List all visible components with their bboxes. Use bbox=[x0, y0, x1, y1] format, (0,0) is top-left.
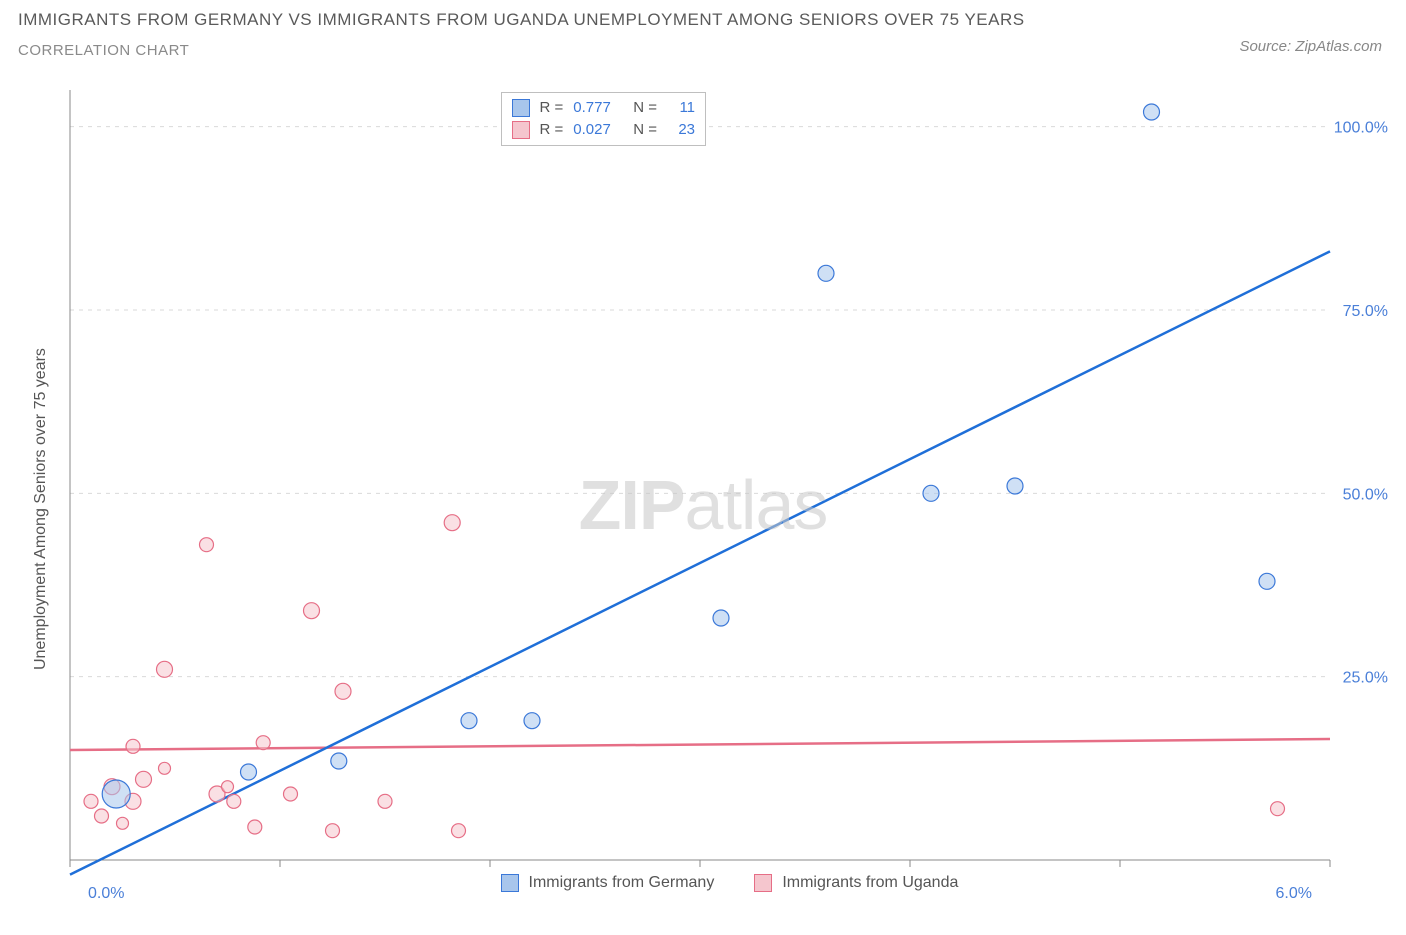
svg-text:6.0%: 6.0% bbox=[1276, 885, 1312, 902]
svg-text:100.0%: 100.0% bbox=[1334, 120, 1388, 137]
series-legend: Immigrants from Germany Immigrants from … bbox=[501, 874, 959, 892]
svg-text:0.0%: 0.0% bbox=[88, 885, 124, 902]
svg-text:25.0%: 25.0% bbox=[1343, 670, 1388, 687]
n-value-a: 11 bbox=[667, 97, 695, 119]
svg-text:50.0%: 50.0% bbox=[1343, 486, 1388, 503]
y-axis-label: Unemployment Among Seniors over 75 years bbox=[32, 348, 50, 670]
scatter-plot: 25.0% 50.0% 75.0% 100.0% 0.0% 6.0% bbox=[0, 80, 1406, 930]
r-label: R = bbox=[540, 119, 564, 141]
source-label: Source: ZipAtlas.com bbox=[1239, 38, 1382, 55]
legend-row-a: R = 0.777 N = 11 bbox=[512, 97, 696, 119]
legend-swatch-a bbox=[512, 99, 530, 117]
correlation-legend: R = 0.777 N = 11 R = 0.027 N = 23 bbox=[501, 92, 707, 146]
legend-swatch-b bbox=[754, 874, 772, 892]
r-label: R = bbox=[540, 97, 564, 119]
r-value-a: 0.777 bbox=[573, 97, 623, 119]
legend-swatch-b bbox=[512, 121, 530, 139]
legend-item-a: Immigrants from Germany bbox=[501, 874, 715, 892]
chart-container: Unemployment Among Seniors over 75 years… bbox=[0, 80, 1406, 930]
legend-item-b: Immigrants from Uganda bbox=[754, 874, 958, 892]
n-label: N = bbox=[633, 97, 657, 119]
chart-subtitle: CORRELATION CHART bbox=[18, 42, 1025, 59]
series-a-name: Immigrants from Germany bbox=[529, 874, 715, 892]
chart-title: IMMIGRANTS FROM GERMANY VS IMMIGRANTS FR… bbox=[18, 10, 1025, 30]
legend-row-b: R = 0.027 N = 23 bbox=[512, 119, 696, 141]
legend-swatch-a bbox=[501, 874, 519, 892]
n-label: N = bbox=[633, 119, 657, 141]
n-value-b: 23 bbox=[667, 119, 695, 141]
chart-title-block: IMMIGRANTS FROM GERMANY VS IMMIGRANTS FR… bbox=[18, 10, 1025, 59]
series-b-name: Immigrants from Uganda bbox=[782, 874, 958, 892]
r-value-b: 0.027 bbox=[573, 119, 623, 141]
svg-text:75.0%: 75.0% bbox=[1343, 303, 1388, 320]
